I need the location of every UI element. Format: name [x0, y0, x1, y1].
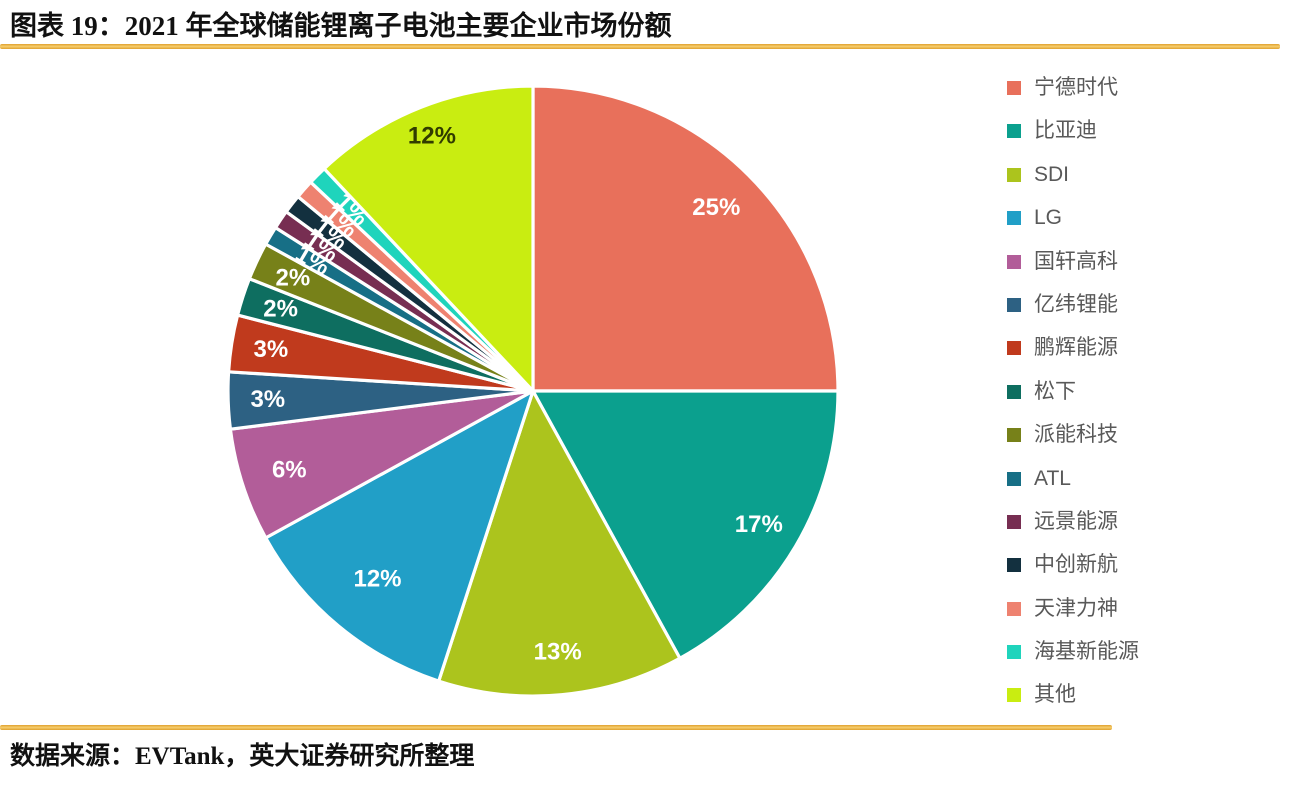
- footer-divider-rule: [0, 725, 1112, 730]
- legend-label: 天津力神: [1034, 596, 1118, 620]
- legend-item-其他: 其他: [1007, 682, 1139, 708]
- pie-slice-label: 6%: [272, 457, 307, 484]
- legend-label: 其他: [1034, 683, 1076, 707]
- legend-label: 派能科技: [1034, 423, 1118, 447]
- title-divider-rule: [0, 44, 1280, 49]
- legend-label: 远景能源: [1034, 509, 1118, 533]
- page-title: 图表 19：2021 年全球储能锂离子电池主要企业市场份额: [10, 11, 672, 41]
- legend-item-鹏辉能源: 鹏辉能源: [1007, 335, 1139, 361]
- legend-item-比亚迪: 比亚迪: [1007, 118, 1139, 144]
- pie-slice-label: 12%: [408, 122, 456, 149]
- legend-swatch-icon: [1007, 211, 1021, 226]
- legend-item-LG: LG: [1007, 205, 1139, 231]
- legend-item-亿纬锂能: 亿纬锂能: [1007, 292, 1139, 318]
- pie-slice-label: 25%: [692, 194, 740, 221]
- legend-swatch-icon: [1007, 688, 1021, 703]
- legend-swatch-icon: [1007, 384, 1021, 399]
- legend-label: 亿纬锂能: [1034, 292, 1118, 316]
- legend-swatch-icon: [1007, 514, 1021, 529]
- legend-item-松下: 松下: [1007, 379, 1139, 405]
- legend-swatch-icon: [1007, 601, 1021, 616]
- legend-label: 中创新航: [1034, 553, 1118, 577]
- legend-label: 宁德时代: [1034, 76, 1118, 99]
- legend-item-天津力神: 天津力神: [1007, 596, 1139, 622]
- pie-slice-label: 2%: [263, 296, 298, 323]
- legend-item-SDI: SDI: [1007, 162, 1139, 188]
- legend-swatch-icon: [1007, 81, 1021, 95]
- legend-swatch-icon: [1007, 124, 1021, 139]
- pie-chart: 25%17%13%12%6%3%3%2%2%1%1%1%1%1%12%: [226, 84, 840, 698]
- legend-item-宁德时代: 宁德时代: [1007, 75, 1139, 101]
- pie-slice-LG: [264, 389, 535, 683]
- legend-item-ATL: ATL: [1007, 466, 1139, 492]
- legend-label: 松下: [1034, 379, 1076, 403]
- legend-swatch-icon: [1007, 428, 1021, 443]
- pie-slice-其他: [322, 84, 535, 393]
- legend-swatch-icon: [1007, 254, 1021, 269]
- legend-label: ATL: [1034, 466, 1071, 490]
- legend-label: 海基新能源: [1034, 640, 1139, 664]
- legend-item-派能科技: 派能科技: [1007, 422, 1139, 448]
- legend-swatch-icon: [1007, 645, 1021, 660]
- data-source-text: 数据来源：EVTank，英大证券研究所整理: [10, 743, 475, 770]
- legend-swatch-icon: [1007, 558, 1021, 573]
- legend-label: SDI: [1034, 162, 1070, 186]
- legend-swatch-icon: [1007, 341, 1021, 356]
- pie-slice-label: 12%: [353, 566, 401, 593]
- pie-slice-label: 2%: [276, 265, 311, 292]
- legend-item-国轩高科: 国轩高科: [1007, 249, 1139, 275]
- legend-swatch-icon: [1007, 167, 1021, 182]
- legend-item-远景能源: 远景能源: [1007, 509, 1139, 535]
- pie-slice-宁德时代: [531, 84, 840, 393]
- legend-label: LG: [1034, 206, 1063, 230]
- pie-slice-label: 3%: [250, 386, 285, 413]
- legend-label: 比亚迪: [1034, 119, 1097, 143]
- pie-slice-SDI: [437, 389, 682, 698]
- legend-label: 鹏辉能源: [1034, 336, 1118, 360]
- legend-item-中创新航: 中创新航: [1007, 552, 1139, 578]
- legend: 宁德时代比亚迪 SDI LG 国轩高科亿纬锂能鹏辉能源松下派能科技 ATL 远景能源中创新…: [1007, 75, 1139, 708]
- pie-slice-label: 13%: [534, 639, 582, 666]
- legend-item-海基新能源: 海基新能源: [1007, 639, 1139, 665]
- legend-swatch-icon: [1007, 297, 1021, 312]
- pie-slice-label: 3%: [254, 336, 289, 363]
- pie-slice-label: 17%: [735, 511, 783, 538]
- legend-label: 国轩高科: [1034, 249, 1118, 273]
- legend-swatch-icon: [1007, 471, 1021, 486]
- pie-slice-比亚迪: [531, 389, 840, 660]
